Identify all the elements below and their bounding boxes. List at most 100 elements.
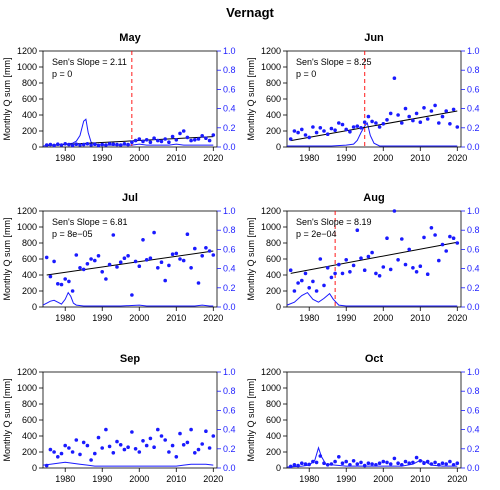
panel-oct-point	[411, 460, 415, 465]
panel-oct-point	[359, 460, 363, 465]
panel-jun-point	[374, 121, 378, 125]
panel-may-ytick-label: 800	[22, 78, 37, 88]
panel-jul-point	[185, 232, 190, 236]
panel-jun-ytick-label: 1000	[261, 62, 281, 72]
panel-sep-y2tick-label: 0.0	[223, 463, 236, 473]
panel-oct-title: Oct	[365, 353, 384, 365]
panel-may-point	[104, 143, 108, 147]
panel-oct-point	[433, 460, 437, 465]
panel-may-point	[181, 129, 186, 133]
panel-jun-point	[370, 119, 374, 124]
panel-may-point	[167, 140, 171, 144]
panel-aug-point	[288, 268, 293, 273]
panel-may-y2tick-label: 0.6	[223, 84, 236, 94]
panel-oct-point	[414, 455, 419, 460]
panel-oct-xtick-label: 1990	[336, 474, 356, 484]
panel-oct-point	[418, 459, 423, 463]
panel-aug-point	[388, 267, 393, 272]
panel-jun-point	[418, 120, 423, 124]
panel-aug-point	[396, 258, 400, 262]
panel-oct-ytick-label: 200	[266, 447, 281, 457]
panel-jul-point	[44, 255, 49, 260]
panel-jun-point	[337, 121, 341, 125]
panel-oct-y2tick-label: 0.8	[467, 386, 480, 396]
panel-jun-point	[381, 122, 386, 126]
panel-aug-y2tick-label: 0.2	[467, 283, 480, 293]
panel-may-point	[59, 143, 64, 147]
panel-jul-y2tick-label: 0.4	[223, 264, 236, 274]
panel-oct-point	[333, 459, 337, 464]
panel-oct-frame	[286, 371, 462, 469]
panel-jun-ytick-label: 1200	[261, 46, 281, 56]
panel-jun-y2tick-label: 0.2	[467, 123, 480, 133]
panel-may-point	[211, 133, 216, 137]
panel-sep-point	[93, 451, 97, 456]
panel-jul-ytick-label: 200	[22, 286, 37, 296]
panel-may-point	[48, 142, 53, 147]
panel-aug-xtick-label: 2000	[373, 313, 393, 323]
panel-may-point	[148, 140, 153, 144]
panel-sep-point	[204, 429, 208, 434]
panel-aug-point	[433, 233, 437, 237]
panel-jun-point	[303, 133, 308, 137]
panel-jun-point	[425, 117, 430, 121]
panel-jun-point	[444, 109, 449, 113]
panel-may-ytick-label: 1200	[17, 46, 37, 56]
panel-sep-point	[163, 438, 167, 442]
panel-oct-xtick-label: 2010	[410, 474, 430, 484]
panel-jun-point	[388, 111, 393, 116]
panel-jun-point	[407, 114, 412, 119]
panel-jun-point	[325, 132, 330, 136]
panel-may-point	[126, 142, 130, 147]
panel-jun-trend-line	[290, 110, 458, 142]
panel-may-y2tick-label: 0.2	[223, 123, 236, 133]
panel-oct-point	[300, 461, 304, 466]
panel-sep-point	[170, 443, 175, 448]
panel-jul-point	[85, 262, 90, 266]
panel-sep-point	[100, 446, 104, 450]
panel-oct-point	[296, 463, 300, 468]
panel-jul-ytick-label: 600	[22, 254, 37, 264]
panel-oct-point	[355, 462, 360, 466]
panel-aug-point	[407, 247, 412, 252]
panel-jul-point	[100, 270, 104, 274]
panel-jun-point	[340, 122, 345, 127]
panel-may-ytick-label: 200	[22, 126, 37, 136]
panel-oct-y2tick-label: 0.6	[467, 405, 480, 415]
panel-jun-point	[351, 125, 356, 129]
panel-oct-point	[422, 461, 426, 466]
panel-oct-point	[429, 462, 434, 466]
panel-sep-y2tick-label: 0.8	[223, 386, 236, 396]
panel-may-y2tick-label: 1.0	[223, 46, 236, 56]
panel-oct-point	[314, 460, 319, 465]
panel-may-point	[122, 142, 127, 146]
panel-sep-point	[167, 450, 171, 454]
panel-jun-ylabel: Monthly Q sum [mm]	[246, 57, 256, 140]
panel-jun-point	[440, 114, 445, 119]
panel-sep-point	[181, 443, 186, 447]
panel-aug-point	[366, 254, 371, 259]
panel-jul-point	[152, 230, 156, 235]
panel-oct-xtick-label: 1980	[299, 474, 319, 484]
panel-aug-point	[385, 236, 389, 240]
panel-sep-point	[59, 451, 64, 456]
panel-aug-xtick-label: 2020	[447, 313, 467, 323]
panel-aug-point	[325, 266, 330, 270]
panel-jun-point	[318, 126, 323, 130]
panel-may-point	[74, 142, 79, 146]
panel-jun-point	[455, 125, 460, 129]
panel-may-xtick-label: 2000	[129, 153, 149, 163]
panel-sep-xtick-label: 1990	[92, 474, 112, 484]
panel-jul-point	[48, 274, 53, 279]
panel-jul-p-annotation: p = 8e−05	[52, 229, 93, 239]
panel-aug-point	[414, 270, 419, 274]
panel-jul-y2tick-label: 0.8	[223, 225, 236, 235]
panel-may-point	[204, 136, 208, 140]
panel-aug-point	[337, 262, 341, 267]
panel-sep-ytick-label: 800	[22, 399, 37, 409]
panel-oct-point	[407, 461, 412, 466]
panel-may-ytick-label: 0	[32, 142, 37, 152]
panel-aug-point	[344, 258, 349, 262]
panel-jun-point	[288, 137, 293, 141]
panel-aug-point	[429, 226, 434, 230]
